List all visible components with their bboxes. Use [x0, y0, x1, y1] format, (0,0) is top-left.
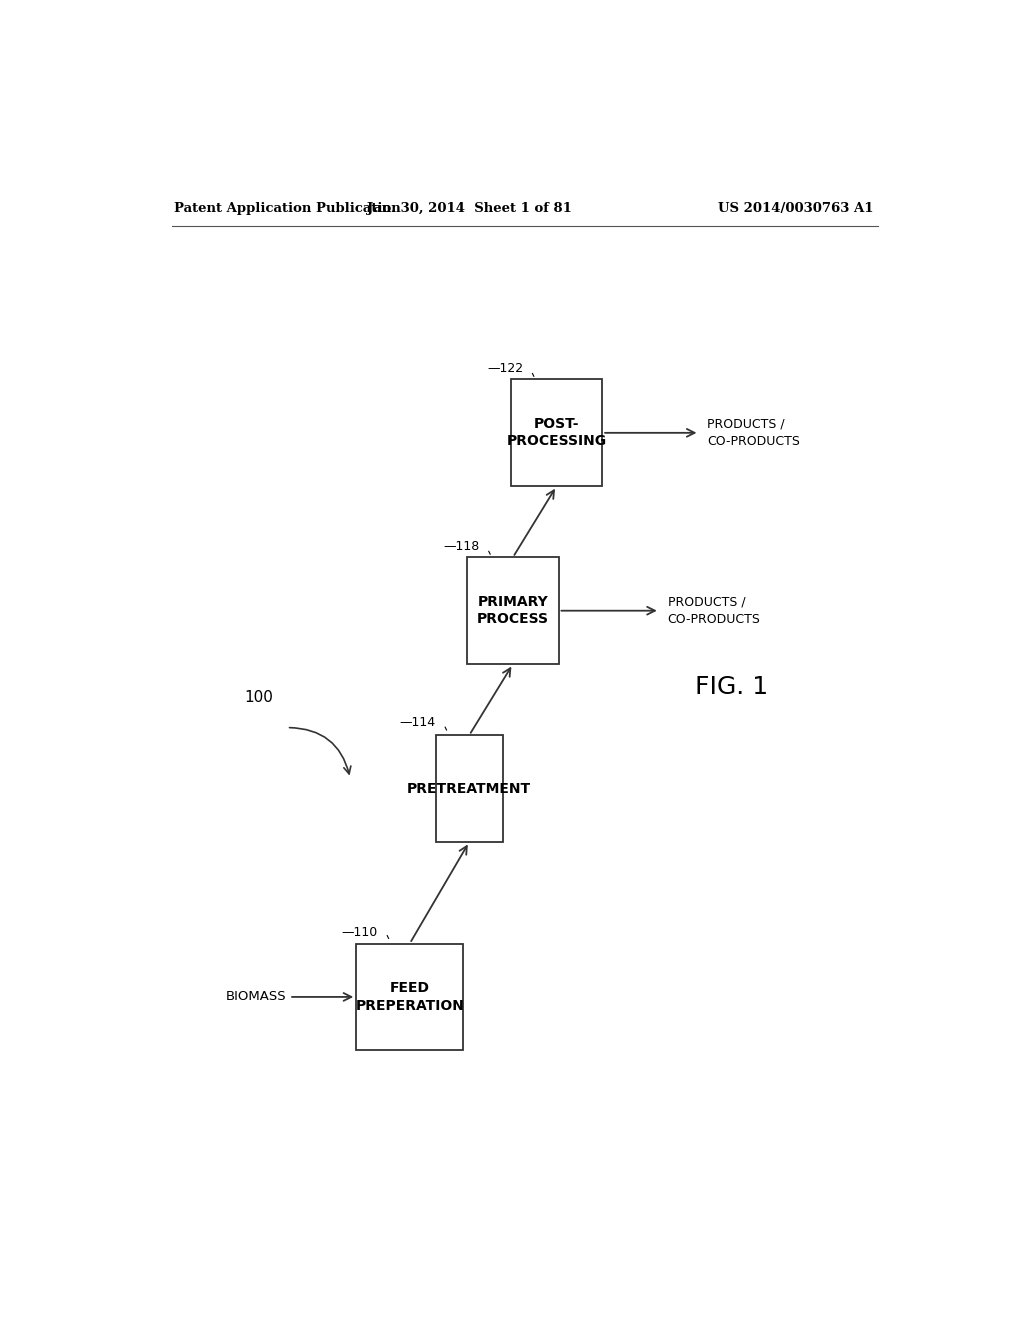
- Bar: [511, 379, 602, 486]
- Text: BIOMASS: BIOMASS: [226, 990, 287, 1003]
- Text: FEED
PREPERATION: FEED PREPERATION: [355, 981, 464, 1012]
- Text: Jan. 30, 2014  Sheet 1 of 81: Jan. 30, 2014 Sheet 1 of 81: [367, 202, 571, 215]
- Text: Patent Application Publication: Patent Application Publication: [174, 202, 400, 215]
- Text: —114: —114: [399, 715, 436, 729]
- Text: PRETREATMENT: PRETREATMENT: [408, 781, 531, 796]
- Text: 100: 100: [245, 689, 273, 705]
- Text: —110: —110: [342, 927, 378, 940]
- Bar: [356, 944, 463, 1051]
- Text: PRODUCTS /
CO-PRODUCTS: PRODUCTS / CO-PRODUCTS: [708, 418, 800, 447]
- Text: —122: —122: [487, 362, 523, 375]
- Text: FIG. 1: FIG. 1: [694, 675, 768, 698]
- Text: PRODUCTS /
CO-PRODUCTS: PRODUCTS / CO-PRODUCTS: [668, 595, 761, 626]
- Text: US 2014/0030763 A1: US 2014/0030763 A1: [719, 202, 873, 215]
- Bar: [435, 735, 503, 842]
- Text: —118: —118: [443, 540, 479, 553]
- Text: POST-
PROCESSING: POST- PROCESSING: [507, 417, 606, 449]
- Text: PRIMARY
PROCESS: PRIMARY PROCESS: [477, 595, 549, 627]
- Bar: [467, 557, 558, 664]
